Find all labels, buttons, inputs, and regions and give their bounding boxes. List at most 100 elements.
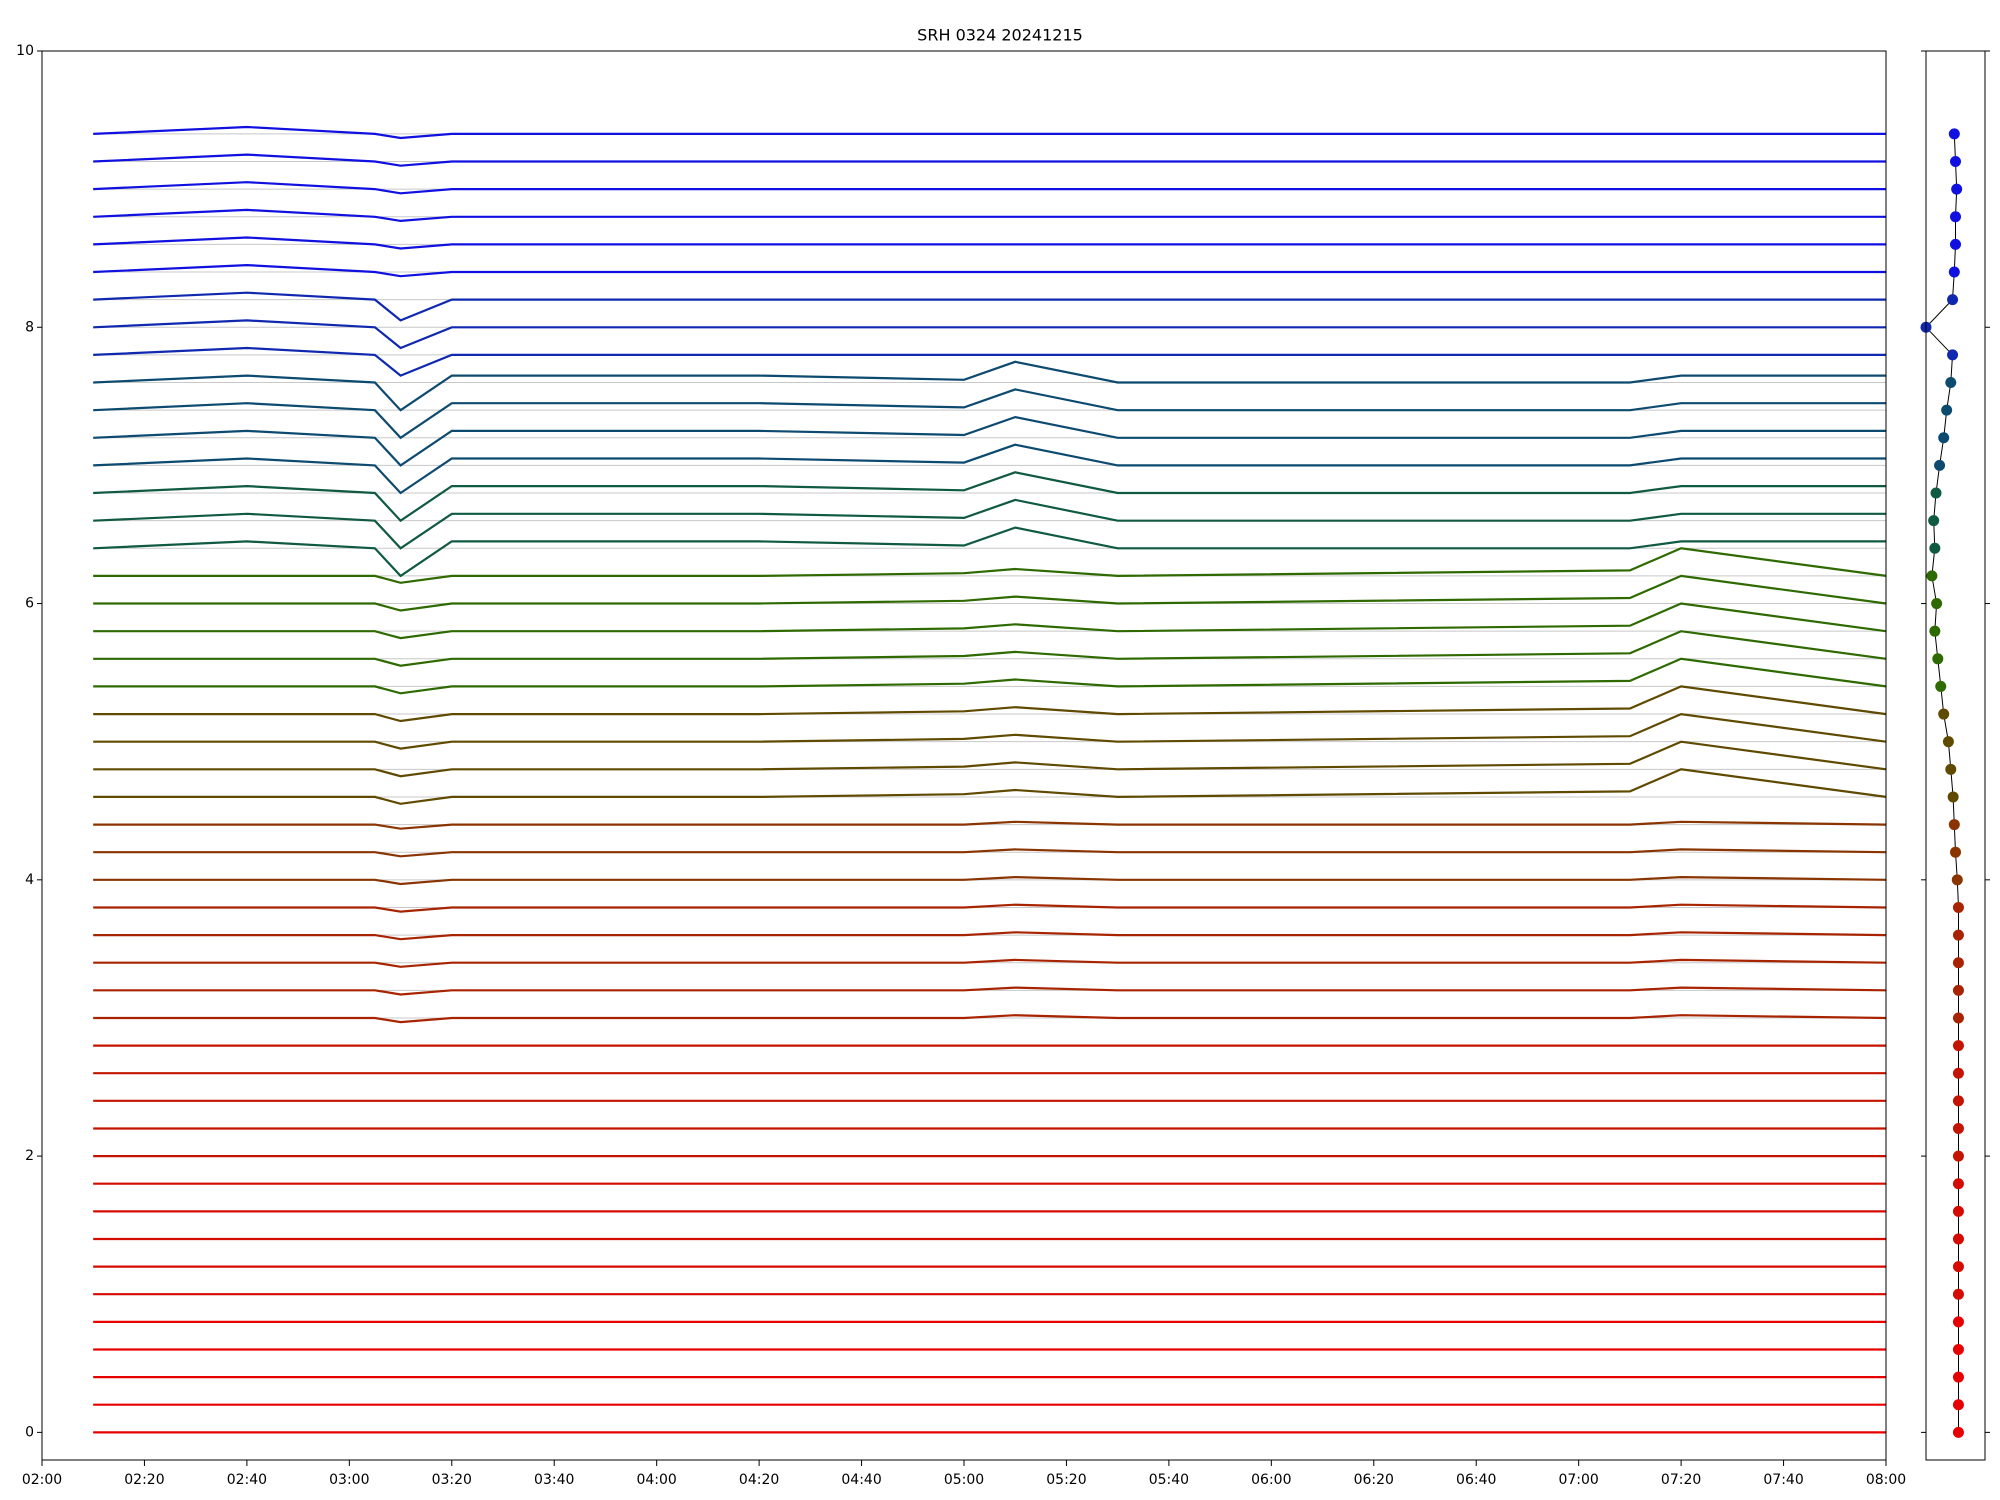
trace — [93, 875, 1887, 886]
dot — [1948, 819, 1960, 831]
x-tick-label: 07:00 — [1558, 1472, 1598, 1488]
dot — [1951, 183, 1963, 195]
x-tick-label: 03:40 — [534, 1472, 574, 1488]
dot — [1952, 1261, 1964, 1273]
x-tick-label: 08:00 — [1866, 1472, 1906, 1488]
trace — [93, 125, 1886, 140]
dot — [1952, 1095, 1964, 1107]
x-tick-label: 02:40 — [227, 1472, 267, 1488]
dot — [1952, 984, 1964, 996]
trace — [93, 208, 1886, 223]
dot — [1948, 128, 1960, 140]
dot — [1932, 653, 1944, 665]
dot — [1947, 349, 1959, 361]
trace — [93, 263, 1886, 278]
trace — [93, 630, 1887, 667]
y-tick-label: 2 — [25, 1148, 34, 1164]
trace — [93, 602, 1887, 640]
x-tick-label: 05:40 — [1149, 1472, 1189, 1488]
trace — [93, 443, 1886, 495]
dot — [1952, 1343, 1964, 1355]
x-tick-label: 06:00 — [1251, 1472, 1291, 1488]
dot — [1950, 846, 1961, 858]
dot — [1947, 294, 1959, 306]
trace — [93, 346, 1886, 377]
dot — [1952, 1316, 1964, 1328]
dot — [1935, 680, 1947, 692]
chart-title: SRH 0324 20241215 — [917, 26, 1083, 45]
trace — [93, 547, 1887, 584]
dot — [1951, 874, 1963, 886]
dot — [1952, 1122, 1964, 1134]
dot — [1952, 1067, 1964, 1079]
dot — [1952, 1233, 1964, 1245]
dot — [1947, 791, 1959, 803]
dot — [1952, 1178, 1964, 1190]
plot-frame — [41, 50, 1887, 1461]
x-tick-label: 05:20 — [1046, 1472, 1086, 1488]
trace — [93, 657, 1887, 695]
x-tick-label: 05:00 — [944, 1472, 984, 1488]
x-tick-label: 06:40 — [1456, 1472, 1496, 1488]
dot — [1950, 156, 1961, 168]
trace — [93, 415, 1886, 467]
trace — [93, 388, 1886, 440]
trace — [93, 1014, 1887, 1024]
trace — [93, 471, 1886, 523]
trace — [93, 986, 1887, 996]
y-tick-label: 4 — [25, 872, 34, 888]
x-tick-label: 07:40 — [1763, 1472, 1803, 1488]
trace — [93, 820, 1887, 830]
x-tick-label: 03:00 — [329, 1472, 369, 1488]
dot — [1950, 238, 1961, 250]
y-tick-label: 8 — [25, 319, 34, 335]
y-tick-label: 10 — [16, 43, 34, 59]
dot — [1938, 432, 1950, 444]
dot — [1934, 459, 1946, 471]
dot — [1952, 1205, 1964, 1217]
dot — [1931, 598, 1943, 610]
dot — [1950, 211, 1961, 223]
dot — [1941, 404, 1953, 416]
y-tick-label: 6 — [25, 596, 34, 612]
trace — [93, 498, 1886, 550]
dot — [1952, 957, 1964, 969]
dot — [1942, 736, 1954, 748]
trace — [93, 574, 1887, 612]
trace — [93, 236, 1886, 250]
dot — [1952, 1012, 1964, 1024]
dot — [1952, 1399, 1964, 1411]
trace — [93, 181, 1886, 195]
x-tick-label: 07:20 — [1661, 1472, 1701, 1488]
trace — [93, 319, 1886, 350]
dot — [1948, 266, 1960, 278]
trace — [93, 360, 1886, 412]
dot — [1930, 487, 1942, 499]
dot — [1938, 708, 1950, 720]
trace — [93, 740, 1887, 778]
dot — [1929, 625, 1941, 637]
dot — [1952, 1040, 1964, 1052]
trace — [93, 685, 1887, 723]
dot — [1952, 1371, 1964, 1383]
dot — [1952, 901, 1964, 913]
trace — [93, 768, 1887, 805]
dot — [1945, 763, 1957, 775]
trace — [93, 848, 1887, 858]
trace — [93, 291, 1886, 322]
dot — [1952, 1150, 1964, 1162]
x-tick-label: 04:00 — [636, 1472, 676, 1488]
dot — [1929, 542, 1941, 554]
trace — [93, 958, 1887, 968]
x-tick-label: 03:20 — [432, 1472, 472, 1488]
dot — [1952, 1288, 1964, 1300]
trace — [93, 153, 1886, 167]
x-tick-label: 04:20 — [739, 1472, 779, 1488]
x-tick-label: 04:40 — [841, 1472, 881, 1488]
dot — [1928, 515, 1940, 527]
panel-frame — [1925, 50, 1986, 1461]
dot — [1952, 929, 1964, 941]
trace — [93, 931, 1887, 941]
